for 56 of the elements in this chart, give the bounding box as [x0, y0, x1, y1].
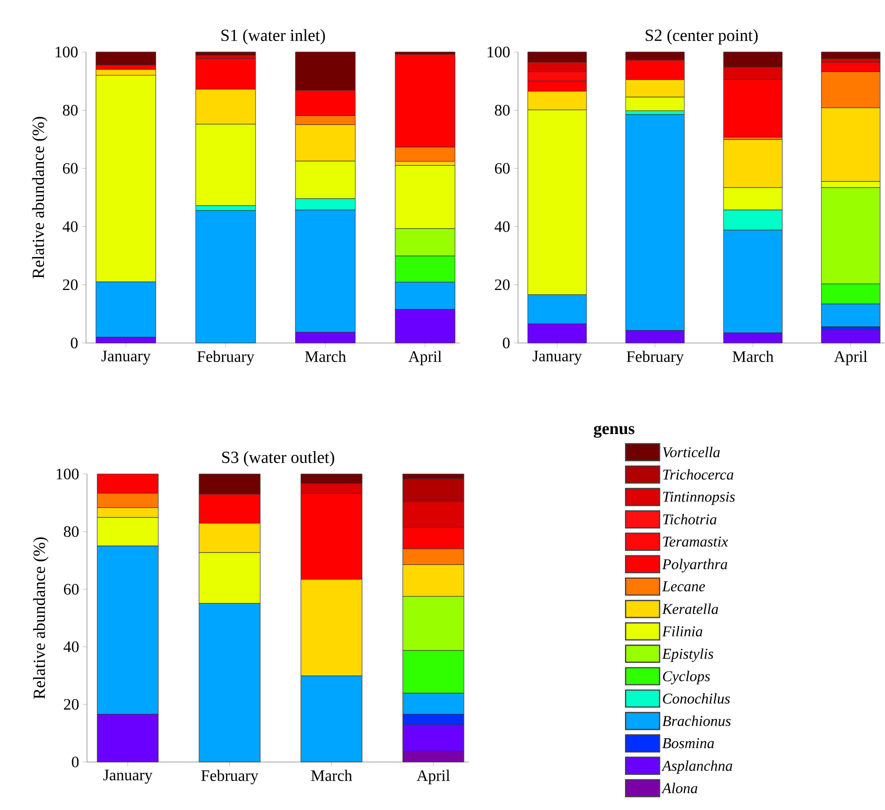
y-tick-label: 0	[502, 338, 510, 348]
y-tick-label: 40	[64, 641, 79, 652]
legend-label: Polyarthra	[662, 558, 728, 572]
legend-label: Alona	[661, 782, 698, 794]
legend-label: Asplanchna	[661, 760, 732, 774]
y-tick-label: 0	[72, 756, 79, 768]
legend-label: Cyclops	[663, 670, 710, 684]
bar	[821, 330, 880, 344]
legend-label: Tintinnopsis	[663, 492, 735, 505]
legend-label: Filinia	[662, 626, 702, 636]
y-tick-label: 80	[64, 526, 79, 537]
x-tick-label: February	[201, 770, 258, 784]
legend-title: genus	[594, 425, 634, 438]
y-axis-title: Relative abundance (%)	[32, 116, 48, 278]
x-tick-label: February	[197, 350, 254, 366]
bar	[821, 52, 880, 59]
y-tick-label: 60	[62, 163, 78, 174]
y-tick-label: 60	[64, 584, 79, 595]
chart-title: S2 (center point)	[646, 29, 758, 44]
x-tick-label: March	[311, 770, 352, 781]
legend-label: Trichocerca	[663, 469, 734, 480]
x-tick-label: March	[305, 350, 346, 362]
y-tick-label: 80	[494, 104, 510, 116]
y-tick-label: 40	[494, 221, 510, 232]
y-axis-title: Relative abundance (%)	[33, 537, 48, 699]
chart-title: S3 (water outlet)	[222, 451, 334, 467]
y-tick-label: 20	[64, 699, 79, 710]
legend-label: Epistylis	[662, 648, 714, 662]
x-tick-label: March	[732, 350, 774, 362]
legend-label: Brachionus	[662, 716, 731, 726]
y-tick-label: 20	[62, 279, 78, 290]
chart-title: S1 (water inlet)	[221, 29, 325, 44]
y-tick-label: 100	[488, 46, 510, 58]
y-tick-label: 40	[62, 221, 78, 232]
bar	[195, 52, 256, 56]
y-tick-label: 20	[494, 279, 510, 290]
legend-label: Conochilus	[663, 693, 730, 704]
legend-label: Lecane	[662, 581, 706, 592]
y-tick-label: 100	[56, 468, 79, 480]
x-tick-label: February	[626, 350, 684, 366]
legend-label: Teramastix	[663, 536, 728, 547]
legend-label: Keratella	[662, 604, 718, 614]
legend-label: Bosmina	[662, 738, 714, 748]
x-tick-label: April	[416, 770, 450, 784]
x-tick-label: January	[103, 770, 152, 784]
y-tick-label: 60	[494, 163, 510, 174]
y-tick-label: 0	[70, 338, 78, 348]
x-tick-label: April	[834, 350, 868, 366]
x-tick-label: April	[408, 350, 442, 366]
legend-label: Tichotria	[663, 514, 716, 524]
bar	[96, 52, 156, 66]
legend-label: Vorticella	[662, 446, 720, 458]
x-tick-label: January	[101, 350, 151, 365]
x-tick-label: January	[532, 350, 582, 365]
y-tick-label: 100	[56, 46, 78, 58]
y-tick-label: 80	[62, 104, 78, 116]
